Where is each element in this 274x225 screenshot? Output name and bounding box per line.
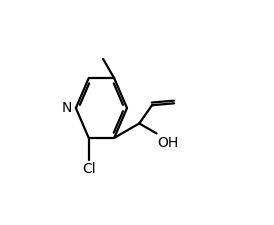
Text: N: N — [62, 101, 72, 115]
Text: OH: OH — [158, 136, 179, 150]
Text: Cl: Cl — [82, 162, 95, 176]
